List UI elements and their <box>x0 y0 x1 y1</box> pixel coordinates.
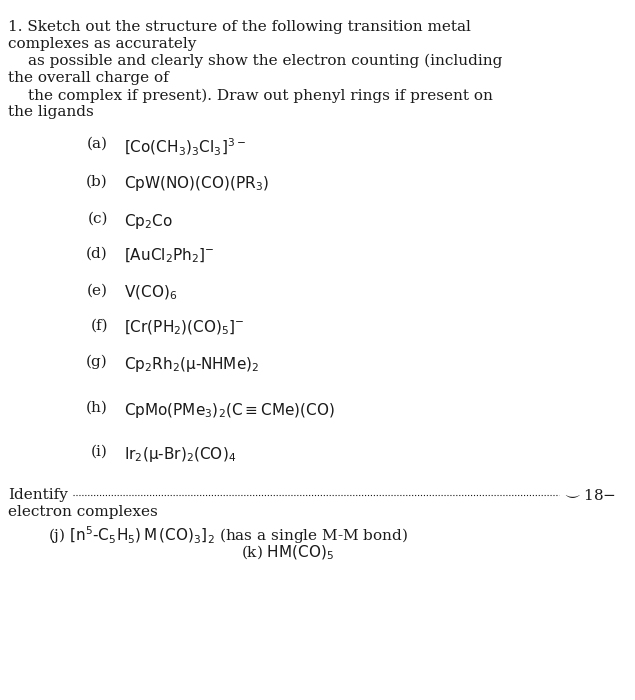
Text: 1. Sketch out the structure of the following transition metal: 1. Sketch out the structure of the follo… <box>8 20 471 34</box>
Text: $\mathrm{Cp_2Co}$: $\mathrm{Cp_2Co}$ <box>124 212 173 231</box>
Text: as possible and clearly show the electron counting (including: as possible and clearly show the electro… <box>28 54 502 69</box>
Text: the ligands: the ligands <box>8 105 94 119</box>
Text: the complex if present). Draw out phenyl rings if present on: the complex if present). Draw out phenyl… <box>28 88 493 103</box>
Text: Identify: Identify <box>8 488 68 502</box>
Text: the overall charge of: the overall charge of <box>8 71 169 85</box>
Text: $\mathrm{Ir_2(\mu\text{-}Br)_2(CO)_4}$: $\mathrm{Ir_2(\mu\text{-}Br)_2(CO)_4}$ <box>124 444 236 463</box>
Text: $\mathrm{Cp_2Rh_2(\mu\text{-}NHMe)_2}$: $\mathrm{Cp_2Rh_2(\mu\text{-}NHMe)_2}$ <box>124 355 259 374</box>
Text: $[\mathrm{Cr(PH_2)(CO)_5}]^{-}$: $[\mathrm{Cr(PH_2)(CO)_5}]^{-}$ <box>124 318 244 337</box>
Text: (g): (g) <box>86 355 108 370</box>
Text: (h): (h) <box>86 401 108 415</box>
Text: $[\mathrm{Co(CH_3)_3Cl_3}]^{3-}$: $[\mathrm{Co(CH_3)_3Cl_3}]^{3-}$ <box>124 136 246 158</box>
Text: (b): (b) <box>86 174 108 188</box>
Text: $\mathrm{CpW(NO)(CO)(PR_3)}$: $\mathrm{CpW(NO)(CO)(PR_3)}$ <box>124 174 269 193</box>
Text: (e): (e) <box>87 284 108 298</box>
Text: (c): (c) <box>88 212 108 226</box>
Text: complexes as accurately: complexes as accurately <box>8 36 197 51</box>
Text: electron complexes: electron complexes <box>8 505 158 519</box>
Text: $[\mathrm{AuCl_2Ph_2}]^{-}$: $[\mathrm{AuCl_2Ph_2}]^{-}$ <box>124 247 214 265</box>
Text: (i): (i) <box>91 444 108 458</box>
Text: (f): (f) <box>90 318 108 332</box>
Text: (a): (a) <box>87 136 108 150</box>
Text: $\mathrm{V(CO)_6}$: $\mathrm{V(CO)_6}$ <box>124 284 177 302</box>
Text: (j) $[\mathrm{n^5\text{-}C_5H_5)\,M\,(CO)_3]_2}$ (has a single M-M bond): (j) $[\mathrm{n^5\text{-}C_5H_5)\,M\,(CO… <box>48 524 408 546</box>
Text: $\mathrm{CpMo(PMe_3)_2(C{\equiv}CMe)(CO)}$: $\mathrm{CpMo(PMe_3)_2(C{\equiv}CMe)(CO)… <box>124 401 335 420</box>
Text: (k) $\mathrm{HM(CO)_5}$: (k) $\mathrm{HM(CO)_5}$ <box>241 544 335 562</box>
Text: (d): (d) <box>86 247 108 261</box>
Text: $\smile$18$-$: $\smile$18$-$ <box>562 488 616 503</box>
